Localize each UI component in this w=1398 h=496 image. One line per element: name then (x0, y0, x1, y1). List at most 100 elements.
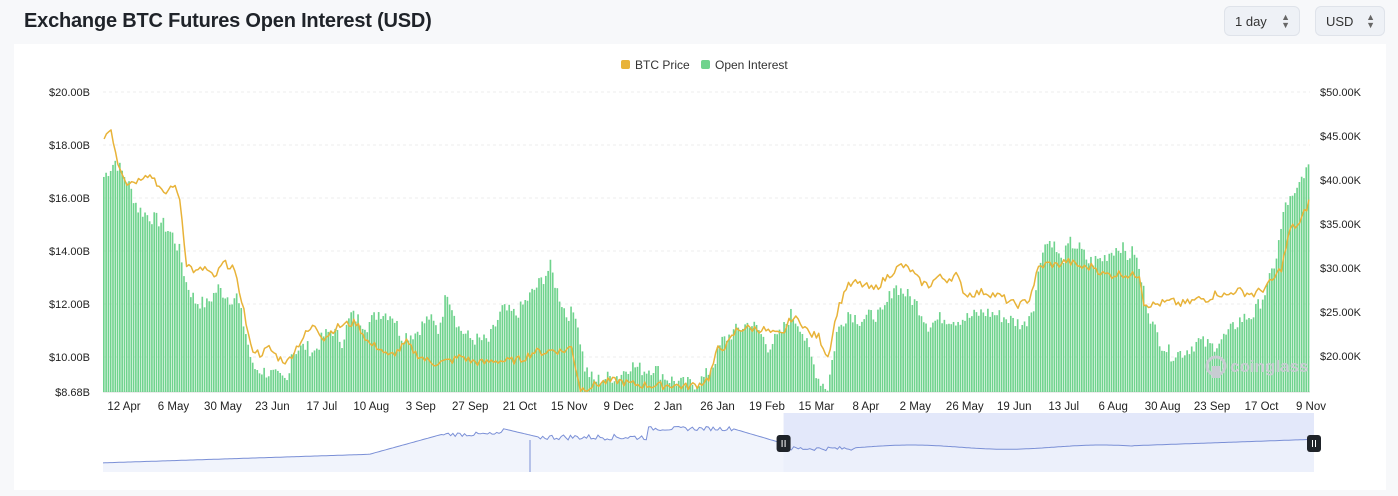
oi-bar (1163, 351, 1166, 392)
oi-bar (638, 362, 641, 392)
oi-bar (604, 379, 607, 392)
oi-bar (167, 230, 169, 392)
oi-bar (1280, 228, 1282, 392)
oi-bar (1021, 325, 1024, 392)
legend-item-btc-price[interactable]: BTC Price (621, 58, 690, 72)
oi-bar (1099, 258, 1101, 392)
oi-bar (707, 374, 710, 392)
oi-bar (666, 380, 669, 392)
oi-bar (256, 370, 259, 392)
oi-bar (1255, 304, 1257, 392)
oi-bar (687, 377, 689, 392)
oi-bar (366, 332, 369, 392)
oi-bar (938, 312, 941, 392)
oi-bar (961, 319, 964, 392)
oi-bar (851, 322, 854, 392)
oi-bar (1122, 242, 1124, 392)
oi-bar (334, 328, 336, 392)
navigator-handle[interactable] (776, 435, 791, 452)
oi-bar (123, 177, 126, 392)
oi-bar (219, 288, 222, 392)
oi-bar (1303, 178, 1305, 392)
oi-bar (758, 330, 760, 392)
oi-bar (538, 278, 540, 392)
navigator-handle[interactable] (1307, 435, 1321, 452)
oi-bar (884, 305, 886, 392)
x-axis: 12 Apr 6 May 30 May 23 Jun 17 Jul 10 Aug 3 Sep… (107, 401, 1326, 413)
oi-bar (819, 385, 822, 392)
oi-bar (164, 231, 167, 392)
oi-bar (1229, 323, 1232, 392)
oi-bar (267, 376, 270, 392)
oi-bar (1051, 247, 1053, 392)
oi-bar (1035, 290, 1037, 392)
oi-bar (886, 301, 888, 392)
oi-bar (494, 326, 497, 392)
oi-bar (1154, 324, 1156, 392)
currency-select[interactable]: USD ▲ ▼ (1315, 6, 1385, 36)
oi-bar (1156, 332, 1159, 392)
oi-bar (808, 347, 811, 392)
oi-bar (499, 311, 501, 392)
oi-bar (847, 312, 849, 392)
legend: BTC Price Open Interest (621, 58, 788, 72)
oi-bar (533, 289, 536, 392)
oi-bar (577, 327, 579, 392)
oi-bar (1074, 248, 1076, 392)
oi-bar (657, 366, 659, 392)
oi-bar (144, 212, 146, 392)
oi-bar (725, 340, 728, 392)
range-navigator[interactable] (102, 413, 1321, 472)
oi-bar (671, 376, 673, 392)
oi-bar (760, 334, 762, 392)
oi-bar (620, 374, 623, 392)
oi-bar (1181, 357, 1184, 392)
oi-bar (1032, 311, 1035, 392)
oi-bar (1261, 299, 1264, 392)
oi-bar (478, 337, 481, 392)
oi-bar (934, 320, 937, 392)
oi-bar (1202, 336, 1204, 392)
oi-bar (451, 310, 453, 392)
chevron-updown-icon: ▲ ▼ (1366, 12, 1375, 30)
x-tick-label: 9 Dec (604, 401, 634, 413)
interval-select[interactable]: 1 day ▲ ▼ (1224, 6, 1300, 36)
oi-bar (251, 362, 254, 392)
oi-bar (332, 335, 334, 392)
oi-bar (1042, 252, 1044, 392)
oi-bar (911, 304, 914, 392)
oi-bar (279, 372, 281, 392)
oi-bar (1172, 360, 1175, 392)
oi-bar (215, 292, 217, 392)
x-tick-label: 3 Sep (406, 401, 436, 413)
oi-bar (767, 352, 769, 392)
oi-bar (359, 325, 362, 392)
oi-bar (611, 382, 614, 392)
oi-bar (732, 329, 735, 392)
oi-bar (430, 314, 433, 392)
oi-bar (1108, 253, 1111, 392)
oi-bar (185, 282, 188, 392)
y-left-tick-label: $16.00B (49, 193, 90, 205)
oi-bar (306, 341, 309, 392)
oi-bar (226, 297, 229, 392)
legend-label: BTC Price (635, 58, 690, 72)
x-tick-label: 17 Jul (306, 401, 337, 413)
oi-bar (240, 307, 243, 392)
oi-bar (439, 322, 442, 392)
y-left-tick-label: $12.00B (49, 299, 90, 311)
oi-bar (316, 348, 318, 392)
oi-bar (952, 321, 955, 392)
oi-bar (428, 319, 430, 392)
oi-bar (563, 308, 565, 392)
oi-bar (474, 344, 476, 392)
oi-bar (103, 176, 105, 392)
oi-bar (966, 313, 969, 392)
oi-bar (529, 292, 531, 392)
oi-bar (698, 386, 701, 392)
oi-bar (682, 376, 685, 392)
oi-bar (183, 276, 185, 392)
coinglass-logo-icon (1205, 355, 1227, 378)
x-tick-label: 19 Jun (997, 401, 1032, 413)
legend-item-open-interest[interactable]: Open Interest (701, 58, 788, 72)
